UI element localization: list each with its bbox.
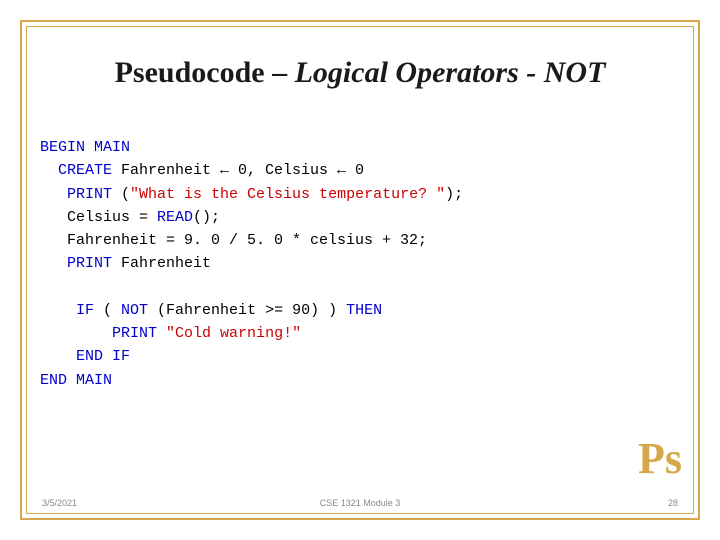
footer-page: 28 (668, 498, 678, 508)
ps-logo: Ps (638, 433, 682, 484)
code-keyword: THEN (346, 302, 382, 319)
code-text: ( (112, 186, 130, 203)
code-keyword: NOT (121, 302, 148, 319)
code-string: "What is the Celsius temperature? " (130, 186, 445, 203)
title-part2: Logical Operators - NOT (295, 56, 606, 89)
code-text: ( (94, 302, 121, 319)
code-text: Fahrenheit (112, 255, 211, 272)
code-text: (); (193, 209, 220, 226)
footer-center: CSE 1321 Module 3 (0, 498, 720, 508)
code-keyword: READ (157, 209, 193, 226)
code-text: Fahrenheit = 9. 0 / 5. 0 * celsius + 32; (40, 232, 427, 249)
code-text: ); (445, 186, 463, 203)
code-keyword: PRINT (40, 325, 157, 342)
code-keyword: END MAIN (40, 372, 112, 389)
code-keyword: BEGIN MAIN (40, 139, 130, 156)
code-keyword: PRINT (40, 255, 112, 272)
code-keyword: CREATE (40, 162, 112, 179)
code-keyword: END IF (40, 348, 130, 365)
code-string: "Cold warning!" (166, 325, 301, 342)
pseudocode-block: BEGIN MAIN CREATE Fahrenheit ← 0, Celsiu… (40, 136, 680, 392)
slide-title: Pseudocode – Logical Operators - NOT (0, 56, 720, 90)
code-text: Fahrenheit ← 0, Celsius ← 0 (112, 162, 364, 179)
code-keyword: IF (40, 302, 94, 319)
code-text: (Fahrenheit >= 90) ) (148, 302, 346, 319)
code-keyword: PRINT (40, 186, 112, 203)
code-text (157, 325, 166, 342)
title-part1: Pseudocode – (115, 56, 295, 89)
code-text: Celsius = (40, 209, 157, 226)
